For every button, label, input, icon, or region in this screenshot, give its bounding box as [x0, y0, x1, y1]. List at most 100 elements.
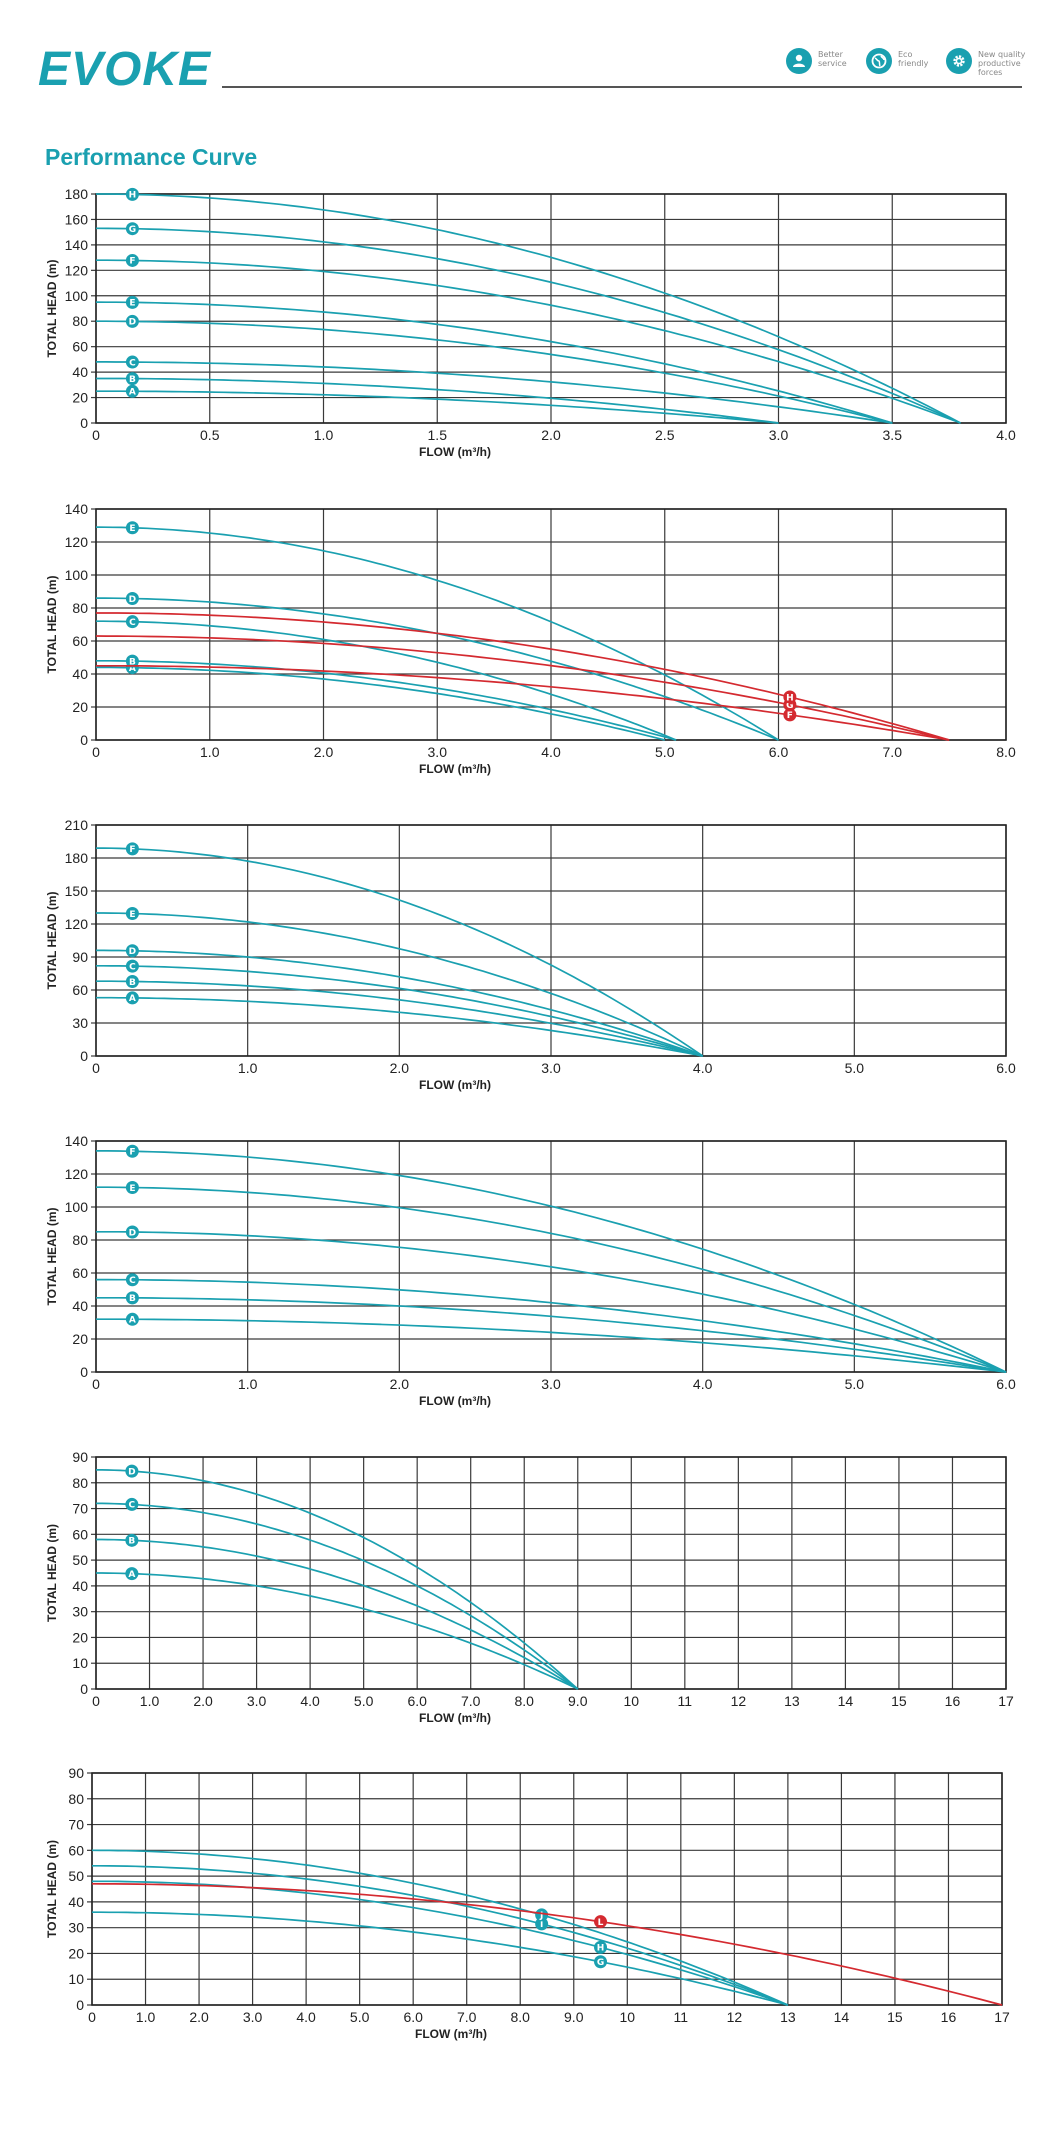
curve-marker-label: H [597, 1944, 605, 1954]
curve-marker-label: C [129, 962, 136, 972]
curve-marker-h [125, 187, 139, 201]
x-tick-label: 5.0 [655, 744, 675, 760]
x-axis-label: FLOW (m³/h) [419, 1078, 491, 1092]
curve-marker-b [125, 1291, 139, 1305]
x-tick-label: 3.0 [243, 2009, 263, 2025]
y-tick-label: 20 [72, 390, 88, 406]
curve-marker-g [594, 1955, 608, 1969]
y-tick-label: 30 [72, 1015, 88, 1031]
x-axis-label: FLOW (m³/h) [419, 445, 491, 459]
x-axis-label: FLOW (m³/h) [419, 1394, 491, 1408]
x-tick-label: 15 [887, 2009, 903, 2025]
x-tick-label: 0 [92, 744, 100, 760]
plot-frame [95, 1456, 1007, 1690]
curve-h [96, 612, 950, 741]
plot-frame [95, 1140, 1007, 1373]
x-tick-label: 2.0 [390, 1060, 410, 1076]
curve-marker-label: E [129, 299, 135, 309]
y-tick-label: 60 [72, 1265, 88, 1281]
y-tick-label: 140 [65, 501, 89, 517]
curve-f [96, 847, 704, 1057]
curve-j [91, 1849, 789, 2006]
page-header: EVOKE Better service Eco friendly New qu… [0, 0, 1060, 120]
curve-marker-f [125, 253, 139, 267]
curve-marker-label: L [598, 1918, 604, 1928]
y-tick-label: 80 [72, 313, 88, 329]
x-tick-label: 3.0 [428, 744, 448, 760]
curve-marker-j [535, 1908, 549, 1922]
x-tick-label: 8.0 [996, 744, 1016, 760]
y-tick-label: 100 [65, 567, 89, 583]
curve-marker-l [594, 1915, 608, 1929]
y-tick-label: 120 [65, 262, 89, 278]
x-tick-label: 15 [891, 1693, 907, 1709]
curve-marker-a [125, 991, 139, 1005]
curve-marker-label: C [129, 618, 136, 628]
x-axis-label: FLOW (m³/h) [419, 1711, 491, 1725]
x-tick-label: 14 [838, 1693, 854, 1709]
feature-better-service: Better service [786, 46, 856, 82]
x-tick-label: 6.0 [769, 744, 789, 760]
y-tick-label: 80 [68, 1791, 84, 1807]
curve-a [96, 996, 703, 1057]
x-tick-label: 8.0 [511, 2009, 531, 2025]
y-tick-label: 180 [65, 186, 89, 202]
x-tick-label: 2.0 [193, 1693, 213, 1709]
curve-b [96, 1538, 579, 1690]
curve-f [96, 664, 950, 741]
curve-l [91, 1882, 1003, 2006]
x-tick-label: 1.0 [200, 744, 220, 760]
curve-e [96, 912, 704, 1057]
x-axis-label: FLOW (m³/h) [415, 2027, 487, 2041]
curve-marker-label: D [129, 1228, 136, 1238]
x-tick-label: 5.0 [845, 1376, 865, 1392]
curve-marker-label: C [129, 358, 136, 368]
curve-marker-a [125, 1567, 139, 1581]
curve-marker-e [125, 521, 139, 535]
curve-marker-c [125, 1273, 139, 1287]
x-tick-label: 1.0 [238, 1060, 258, 1076]
curve-marker-label: F [129, 257, 135, 267]
curve-marker-g [125, 222, 139, 236]
x-tick-label: 0 [92, 427, 100, 443]
x-tick-label: 14 [834, 2009, 850, 2025]
curve-d [96, 320, 893, 424]
curve-marker-i [535, 1917, 549, 1931]
y-tick-label: 80 [72, 1475, 88, 1491]
curve-marker-b [125, 654, 139, 668]
y-tick-label: 150 [65, 883, 89, 899]
curve-marker-label: E [129, 1184, 135, 1194]
x-tick-label: 4.0 [300, 1693, 320, 1709]
x-tick-label: 5.0 [354, 1693, 374, 1709]
y-tick-label: 40 [72, 1298, 88, 1314]
y-tick-label: 60 [72, 339, 88, 355]
curve-marker-e [125, 907, 139, 921]
curve-h [96, 193, 961, 424]
feature-line: service [818, 59, 847, 68]
curve-marker-label: A [128, 1570, 135, 1580]
curve-marker-d [125, 944, 139, 958]
y-tick-label: 40 [68, 1894, 84, 1910]
feature-new-quality: New quality productive forces [946, 46, 1036, 82]
curve-marker-c [125, 1497, 139, 1511]
y-tick-label: 210 [65, 817, 89, 833]
x-tick-label: 12 [727, 2009, 743, 2025]
x-tick-label: 16 [941, 2009, 957, 2025]
chart-panel-1: 0 0.5 1.0 1.5 2.0 2.5 3.0 3.5 4.0 0 20 40 60 80 100 120… [45, 186, 1016, 459]
curve-a [96, 666, 666, 741]
y-tick-label: 0 [80, 732, 88, 748]
curve-marker-label: F [787, 711, 793, 721]
curve-marker-label: G [597, 1958, 604, 1968]
curve-marker-label: E [129, 910, 135, 920]
x-tick-label: 1.5 [428, 427, 448, 443]
y-tick-label: 100 [65, 288, 89, 304]
feature-text: Better service [818, 50, 847, 68]
curve-b [96, 980, 703, 1057]
curve-b [96, 659, 677, 741]
y-tick-label: 90 [72, 949, 88, 965]
x-tick-label: 9.0 [564, 2009, 584, 2025]
curve-marker-label: D [128, 1467, 135, 1477]
feature-line: productive [978, 59, 1021, 68]
curve-marker-label: D [129, 947, 136, 957]
